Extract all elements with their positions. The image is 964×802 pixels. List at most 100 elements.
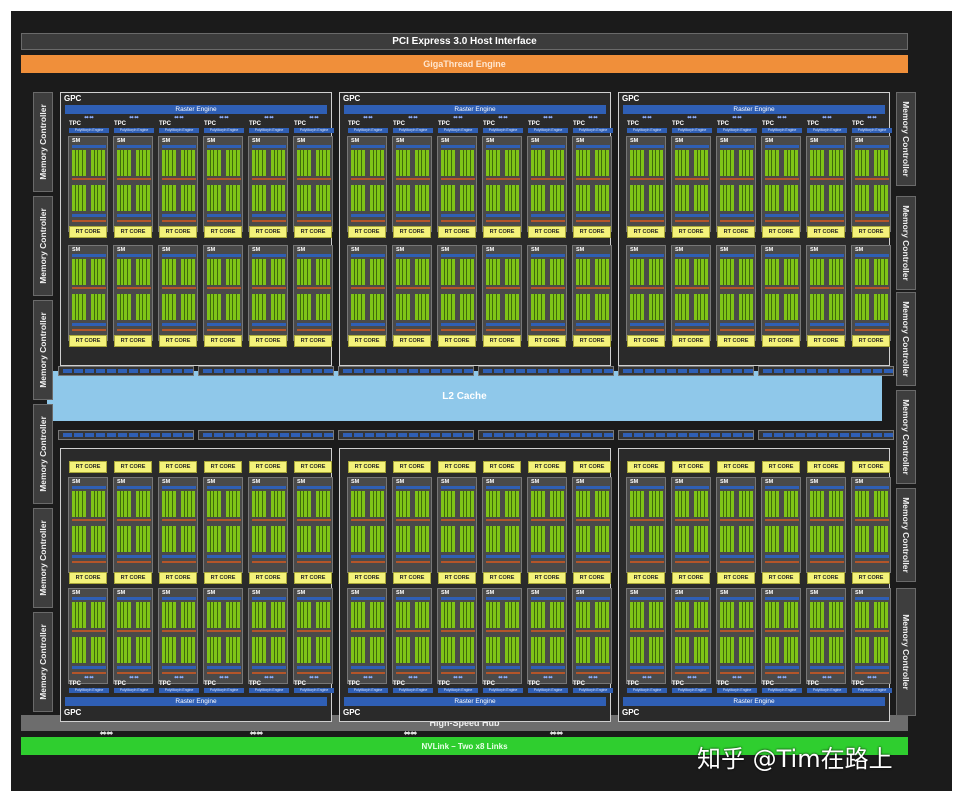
crossbar-segment <box>700 433 709 437</box>
sm-register-band <box>297 519 331 521</box>
sm-register-band <box>207 329 241 331</box>
crossbar-segment <box>634 369 643 373</box>
polymorph-engine: PolyMorph Engine <box>69 128 109 133</box>
cuda-core-block <box>531 150 545 176</box>
cuda-core-block <box>415 150 429 176</box>
sm-bus <box>117 214 151 217</box>
rt-core: RT CORE <box>393 572 431 584</box>
sm-register-band <box>72 630 106 632</box>
crossbar-segment <box>302 369 311 373</box>
sm-register-band <box>531 178 565 180</box>
sm-bus <box>117 323 151 326</box>
crossbar-segment <box>442 369 451 373</box>
sm-column: RT CORE SM RT CORE SM <box>761 449 801 723</box>
rt-core: RT CORE <box>762 461 800 473</box>
cuda-core-block <box>136 150 150 176</box>
rt-core: RT CORE <box>249 572 287 584</box>
sm-bus <box>486 486 520 489</box>
cuda-core-block <box>370 259 384 285</box>
sm-bus <box>396 666 430 669</box>
cuda-core-block <box>396 491 410 517</box>
crossbar-segment <box>173 369 182 373</box>
cuda-core-block <box>576 491 590 517</box>
gpc-bottom: RT CORE SM RT CORE SM RT CORE SM RT CORE SM RT C… <box>618 448 893 723</box>
cuda-core-block <box>72 150 86 176</box>
polymorph-engine: PolyMorph Engine <box>528 688 568 693</box>
cuda-core-block <box>72 637 86 663</box>
sm-register-band <box>576 329 610 331</box>
cuda-core-block <box>829 637 843 663</box>
cuda-core-block <box>784 294 798 320</box>
sm-label: SM <box>441 138 450 144</box>
crossbar-segment <box>203 369 212 373</box>
crossbar-segment <box>409 369 418 373</box>
sm-block: SM <box>527 477 567 573</box>
tpc-row: ⬌⬌ TPC PolyMorph Engine ⬌⬌ TPC PolyMorph Engi… <box>344 115 613 135</box>
crossbar-segment <box>483 433 492 437</box>
crossbar-segment <box>343 433 352 437</box>
cuda-core-block <box>649 602 663 628</box>
polymorph-engine: PolyMorph Engine <box>573 128 613 133</box>
cuda-core-block <box>207 150 221 176</box>
sm-register-band <box>441 519 475 521</box>
sm-bus <box>351 486 385 489</box>
crossbar-segment <box>722 369 731 373</box>
sm-block: SM <box>437 477 477 573</box>
bidirectional-arrow-icon: ⬌⬌ <box>403 728 417 738</box>
sm-bus <box>297 666 331 669</box>
tpc-block: ⬌⬌ TPC PolyMorph Engine <box>851 675 893 695</box>
cuda-core-block <box>351 637 365 663</box>
sm-bus <box>486 666 520 669</box>
sm-block: SM <box>851 245 891 341</box>
sm-label: SM <box>855 247 864 253</box>
tpc-block: ⬌⬌ TPC PolyMorph Engine <box>527 115 569 135</box>
cuda-core-block <box>460 526 474 552</box>
cuda-core-block <box>855 294 869 320</box>
crossbar-segment <box>398 433 407 437</box>
sm-label: SM <box>486 247 495 253</box>
crossbar-segment <box>236 433 245 437</box>
rt-core: RT CORE <box>672 226 710 238</box>
sm-column: SM RT CORE SM RT CORE <box>572 93 612 367</box>
bidirectional-arrow-icon: ⬌⬌ <box>497 675 509 681</box>
crossbar-segment <box>258 369 267 373</box>
sm-bus <box>207 145 241 148</box>
rt-core: RT CORE <box>204 572 242 584</box>
sm-register-band <box>765 220 799 222</box>
sm-bus <box>576 323 610 326</box>
cuda-core-block <box>765 526 779 552</box>
cuda-core-block <box>874 185 888 211</box>
cuda-core-block <box>675 150 689 176</box>
sm-bus <box>297 555 331 558</box>
cuda-core-block <box>829 491 843 517</box>
sm-register-band <box>720 178 754 180</box>
crossbar-segment <box>560 433 569 437</box>
memory-controller-label: Memory Controller <box>901 399 912 475</box>
sm-register-band <box>486 287 520 289</box>
tpc-block: ⬌⬌ TPC PolyMorph Engine <box>626 675 668 695</box>
sm-register-band <box>441 329 475 331</box>
sm-register-band <box>630 178 664 180</box>
sm-bus <box>576 597 610 600</box>
cuda-core-block <box>297 185 311 211</box>
sm-bus <box>351 145 385 148</box>
tpc-block: ⬌⬌ TPC PolyMorph Engine <box>293 115 335 135</box>
crossbar-segment <box>851 369 860 373</box>
cuda-core-block <box>505 259 519 285</box>
crossbar-segment <box>107 433 116 437</box>
cuda-core-block <box>486 637 500 663</box>
cuda-core-block <box>576 602 590 628</box>
cuda-core-block <box>630 491 644 517</box>
crossbar-segment <box>162 433 171 437</box>
tpc-block: ⬌⬌ TPC PolyMorph Engine <box>626 115 668 135</box>
sm-bus <box>351 597 385 600</box>
sm-block: SM <box>437 245 477 341</box>
sm-bus <box>630 666 664 669</box>
bidirectional-arrow-icon: ⬌⬌ <box>452 115 464 121</box>
cuda-core-block <box>739 294 753 320</box>
sm-column: SM RT CORE SM RT CORE <box>527 93 567 367</box>
cuda-core-block <box>460 637 474 663</box>
crossbar-segment <box>744 369 753 373</box>
crossbar-segment <box>324 369 333 373</box>
rt-core: RT CORE <box>717 226 755 238</box>
